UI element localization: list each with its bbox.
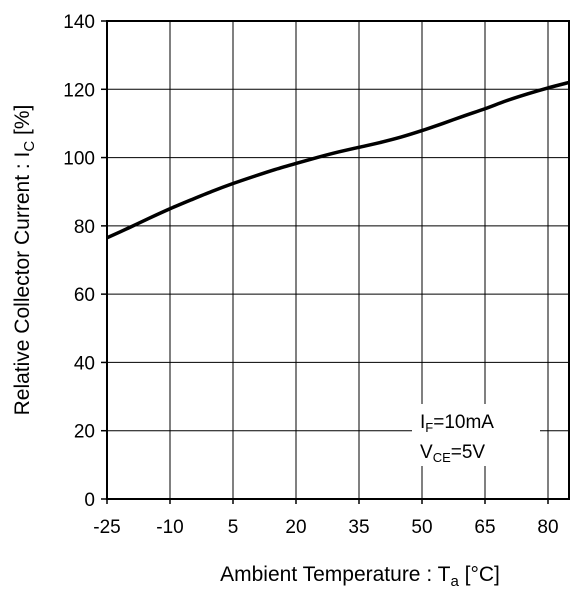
annotation-if-main: I: [420, 412, 425, 433]
y-tick-label: 20: [74, 422, 95, 443]
annotation-if-rest: =10mA: [433, 412, 494, 433]
annotation-line-if: IF=10mA: [420, 412, 494, 435]
x-tick-label: 35: [348, 517, 369, 538]
plot-frame: [106, 20, 570, 500]
y-tick-label: 120: [63, 80, 95, 101]
ticks: [101, 20, 549, 504]
x-tick-label: 50: [411, 517, 432, 538]
x-axis-title-unit: [°C]: [459, 563, 500, 586]
x-tick-label: -25: [93, 517, 120, 538]
series-line: [107, 80, 569, 240]
tick-labels: -25 -10 5 20 35 50 65 80 0 20 40 60 80 100 120 140: [63, 12, 558, 538]
x-axis-title-main: Ambient Temperature : T: [220, 563, 451, 586]
condition-annotation: IF=10mA VCE=5V: [412, 404, 540, 466]
y-tick-label: 60: [74, 285, 95, 306]
y-tick-label: 40: [74, 353, 95, 374]
x-axis-title: Ambient Temperature : Ta [°C]: [220, 563, 500, 590]
annotation-vce-sub: CE: [433, 450, 451, 465]
y-axis-title-main: Relative Collector Current : I: [11, 152, 34, 416]
grid: [107, 21, 569, 499]
x-tick-label: 80: [537, 517, 558, 538]
y-axis-title: Relative Collector Current : IC [%]: [11, 105, 38, 416]
annotation-background: [412, 404, 540, 466]
y-axis-title-unit: [%]: [11, 105, 34, 141]
series-layer: [107, 80, 569, 240]
y-tick-label: 80: [74, 217, 95, 238]
y-tick-label: 0: [84, 490, 95, 511]
x-tick-label: 5: [228, 517, 239, 538]
annotation-if-sub: F: [425, 420, 433, 435]
annotation-line-vce: VCE=5V: [420, 442, 485, 465]
y-axis-title-sub: C: [21, 141, 38, 152]
annotation-vce-rest: =5V: [451, 442, 486, 463]
y-tick-label: 140: [63, 12, 95, 33]
annotation-vce-main: V: [420, 442, 433, 463]
x-tick-label: 65: [474, 517, 495, 538]
x-axis-title-sub: a: [450, 573, 459, 590]
x-tick-label: -10: [156, 517, 183, 538]
y-tick-label: 100: [63, 149, 95, 170]
x-tick-label: 20: [285, 517, 306, 538]
